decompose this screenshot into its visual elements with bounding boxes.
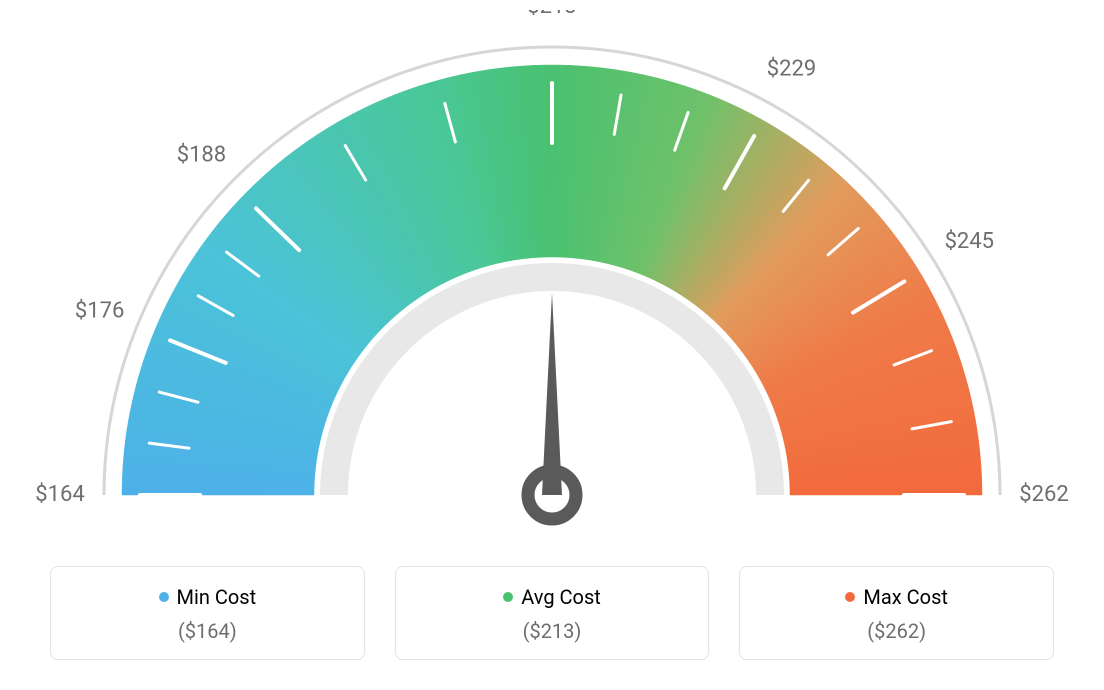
legend-value-min: ($164) [61, 619, 354, 643]
gauge-tick-label: $164 [35, 482, 84, 507]
gauge-tick-label: $245 [945, 229, 994, 254]
gauge-tick-label: $262 [1019, 482, 1068, 507]
gauge-tick-label: $188 [177, 142, 226, 167]
legend-title-avg: Avg Cost [503, 585, 601, 609]
legend-card-max: Max Cost ($262) [739, 566, 1054, 660]
legend-label-min: Min Cost [177, 585, 257, 609]
legend-label-avg: Avg Cost [521, 585, 601, 609]
gauge-container: $164 $176 $188 $213 $229 $245 $262 [0, 10, 1104, 570]
legend-title-max: Max Cost [845, 585, 948, 609]
gauge-tick-label: $213 [527, 10, 576, 19]
legend-card-avg: Avg Cost ($213) [395, 566, 710, 660]
legend-card-min: Min Cost ($164) [50, 566, 365, 660]
legend-dot-avg [503, 592, 513, 602]
legend-dot-min [159, 592, 169, 602]
legend-row: Min Cost ($164) Avg Cost ($213) Max Cost… [50, 566, 1054, 660]
legend-value-max: ($262) [750, 619, 1043, 643]
legend-dot-max [845, 592, 855, 602]
gauge-tick-label: $229 [767, 57, 816, 82]
legend-title-min: Min Cost [159, 585, 257, 609]
cost-gauge: $164 $176 $188 $213 $229 $245 $262 [32, 10, 1072, 570]
gauge-tick-label: $176 [75, 299, 124, 324]
legend-label-max: Max Cost [863, 585, 948, 609]
legend-value-avg: ($213) [406, 619, 699, 643]
